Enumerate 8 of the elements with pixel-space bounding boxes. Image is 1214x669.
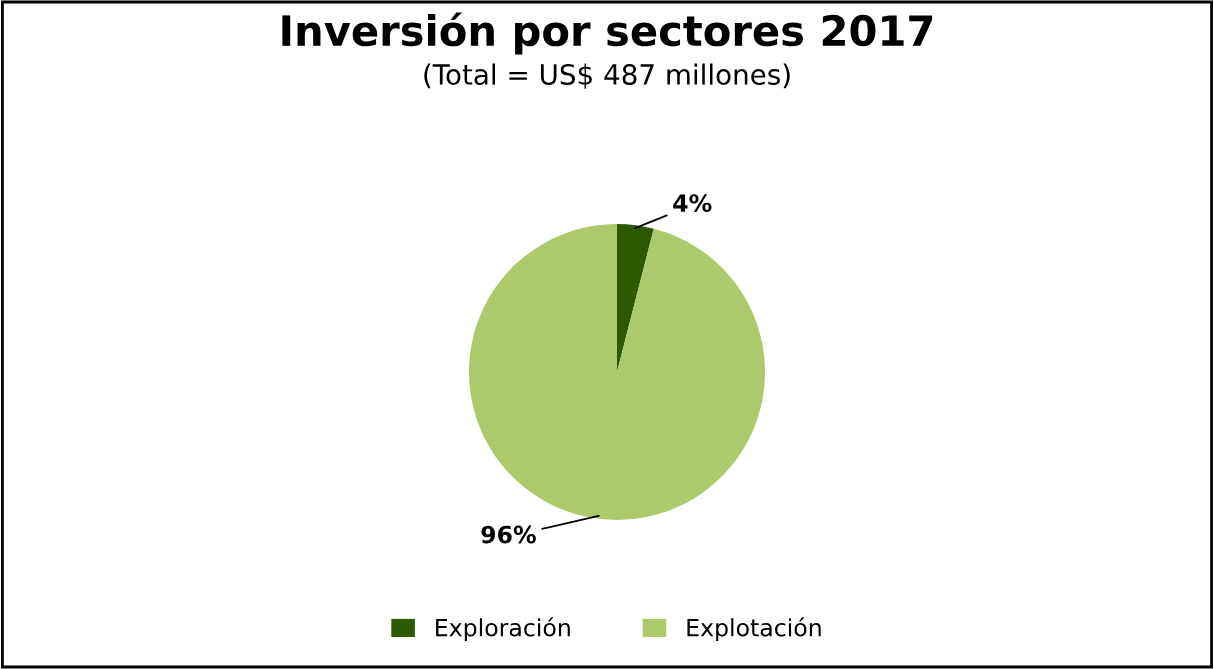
data-label: 96%	[481, 525, 536, 544]
data-label: 4%	[673, 194, 712, 213]
pie-slice	[617, 224, 654, 372]
pie-slice	[469, 224, 765, 520]
chart-subtitle: (Total = US$ 487 millones)	[424, 63, 790, 89]
legend-label: Explotación	[687, 617, 821, 642]
chart-title: Inversión por sectores 2017	[282, 12, 933, 55]
legend-label: Exploración	[436, 617, 570, 642]
